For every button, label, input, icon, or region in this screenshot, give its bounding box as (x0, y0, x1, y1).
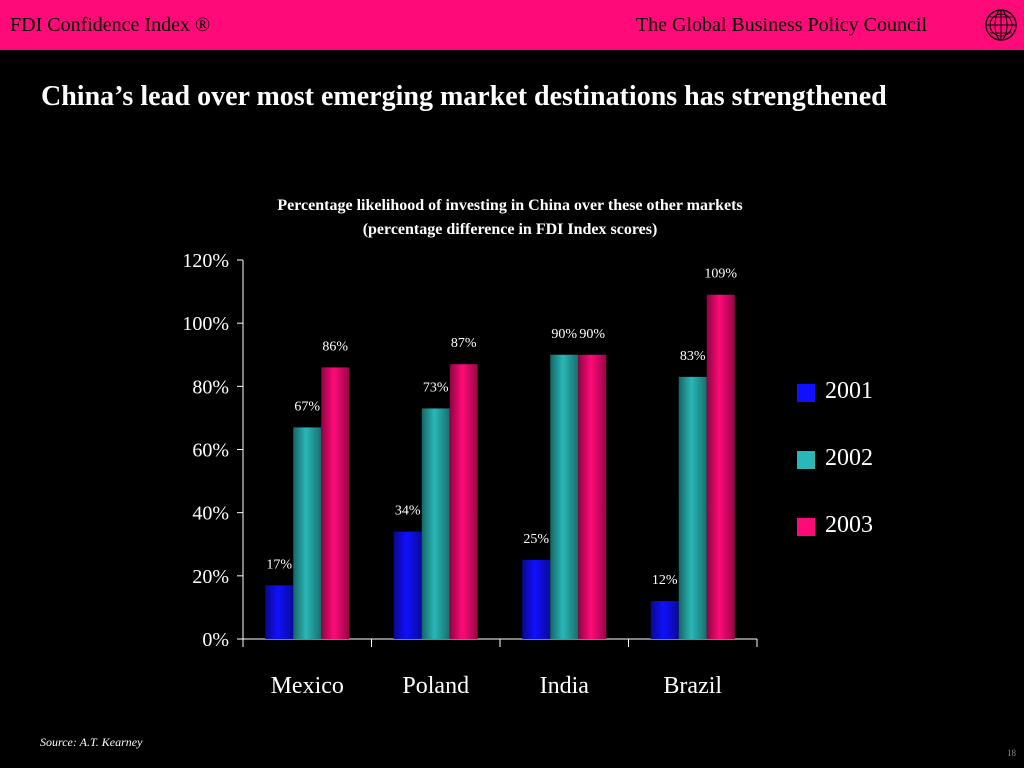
legend-swatch-2002 (797, 451, 815, 469)
data-label-2001-india: 25% (523, 532, 549, 547)
bar-2002-brazil (678, 376, 707, 639)
x-category-label: Mexico (271, 673, 344, 699)
header-bar: FDI Confidence Index ® The Global Busine… (0, 0, 1024, 50)
header-left-text: FDI Confidence Index ® (10, 14, 211, 36)
bar-2003-mexico (321, 367, 350, 639)
y-tick-label: 100% (182, 313, 229, 335)
chart-title-block: Percentage likelihood of investing in Ch… (160, 194, 860, 242)
bar-2001-mexico (265, 585, 294, 639)
data-label-2003-brazil: 109% (704, 267, 737, 282)
legend-label-2001: 2001 (825, 378, 873, 404)
bar-2003-poland (449, 364, 478, 639)
data-label-2001-mexico: 17% (266, 557, 292, 572)
data-label-2003-mexico: 86% (322, 339, 348, 354)
globe-logo-icon (985, 9, 1017, 41)
x-category-label: India (540, 673, 590, 699)
slide-title: China’s lead over most emerging market d… (41, 81, 887, 112)
data-label-2002-india: 90% (551, 327, 577, 342)
chart-title: Percentage likelihood of investing in Ch… (277, 197, 743, 214)
header-right-text: The Global Business Policy Council (635, 14, 927, 36)
x-category-label: Poland (402, 673, 469, 699)
legend-label-2003: 2003 (825, 512, 873, 538)
x-category-label: Brazil (663, 673, 722, 699)
bar-2002-india (550, 354, 579, 639)
bar-2003-india (578, 354, 607, 639)
bar-2002-poland (421, 408, 450, 639)
chart-subtitle: (percentage difference in FDI Index scor… (362, 221, 658, 238)
y-tick-label: 80% (192, 376, 229, 398)
y-tick-label: 0% (202, 629, 229, 651)
page-number: 18 (1007, 748, 1016, 758)
bar-2001-poland (393, 531, 422, 639)
legend-label-2002: 2002 (825, 445, 873, 471)
y-tick-label: 120% (182, 250, 229, 272)
data-label-2003-poland: 87% (451, 336, 477, 351)
data-label-2002-poland: 73% (423, 380, 449, 395)
data-label-2002-mexico: 67% (294, 399, 320, 414)
bar-2001-brazil (650, 601, 679, 639)
y-tick-label: 20% (192, 566, 229, 588)
data-label-2002-brazil: 83% (680, 349, 706, 364)
legend-swatch-2001 (797, 384, 815, 402)
bar-2002-mexico (293, 427, 322, 639)
data-label-2001-brazil: 12% (652, 573, 678, 588)
y-tick-label: 60% (192, 440, 229, 462)
source-note: Source: A.T. Kearney (40, 735, 143, 749)
bar-2001-india (522, 560, 551, 639)
legend-swatch-2003 (797, 518, 815, 536)
data-label-2003-india: 90% (579, 327, 605, 342)
y-tick-label: 40% (192, 503, 229, 525)
data-label-2001-poland: 34% (395, 504, 421, 519)
bar-2003-brazil (706, 294, 735, 639)
